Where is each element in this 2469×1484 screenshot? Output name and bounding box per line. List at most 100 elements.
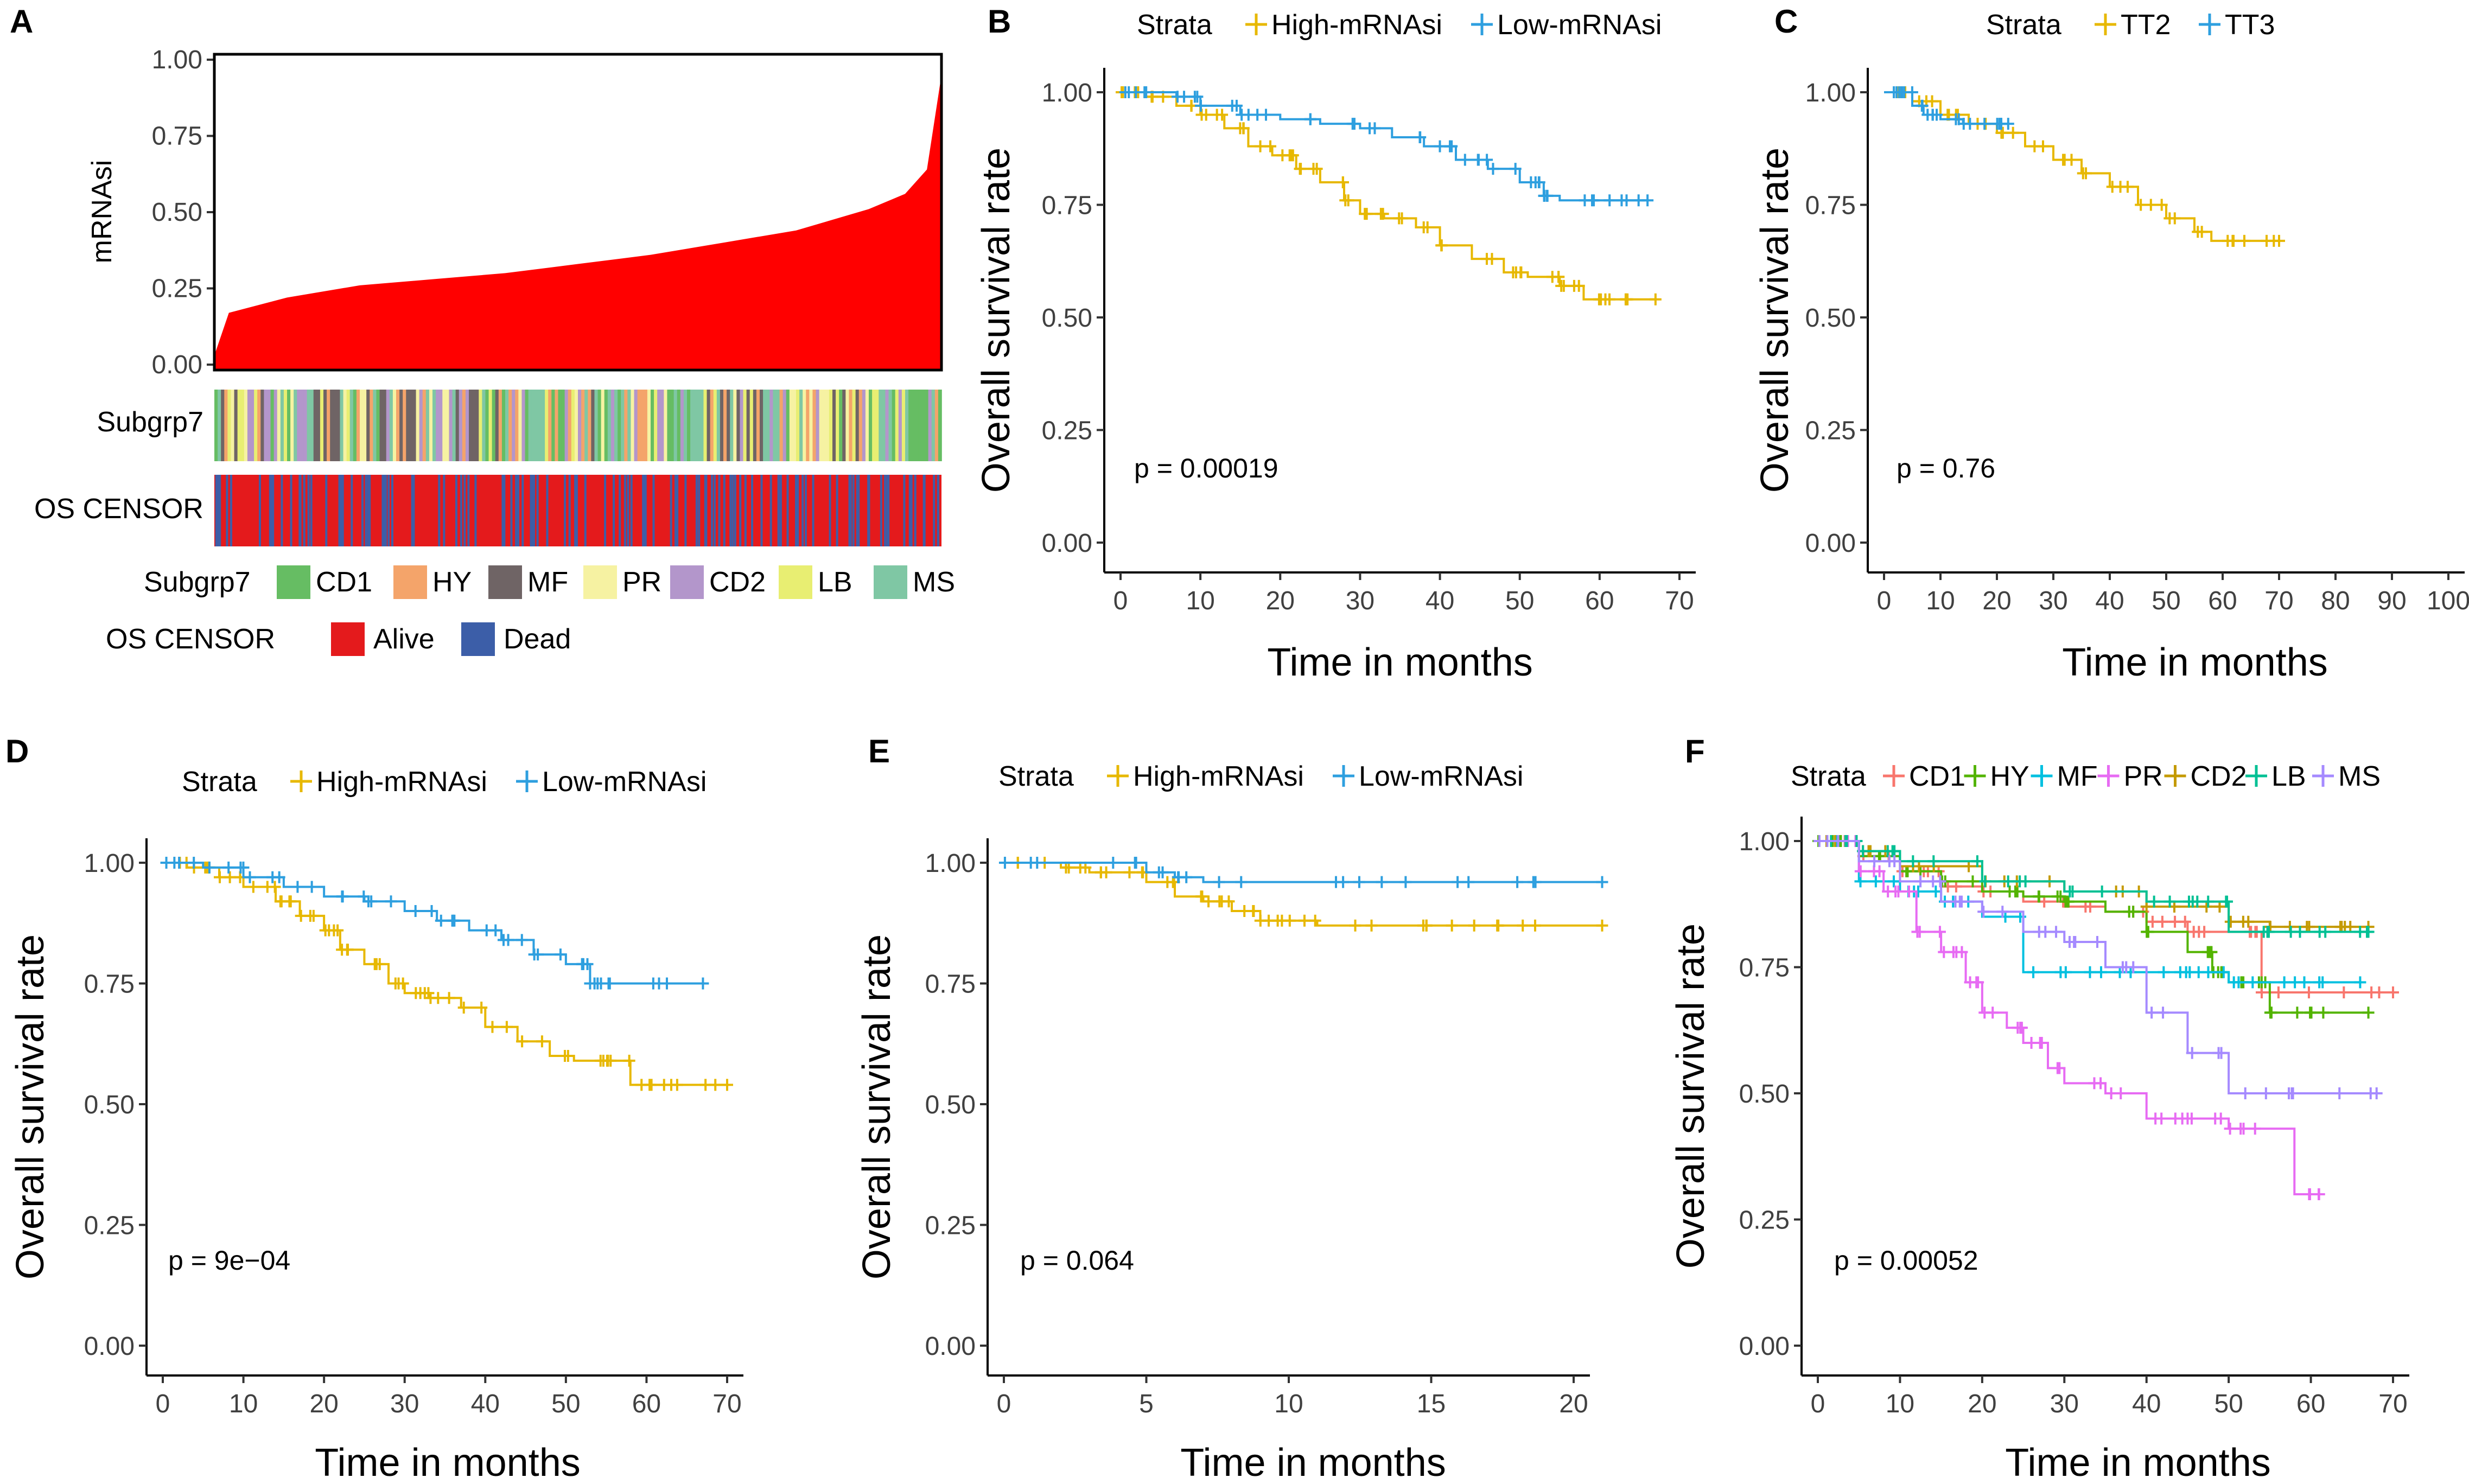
track-stripe	[697, 390, 701, 461]
legend-label: HY	[432, 566, 472, 598]
track-stripe	[884, 475, 887, 546]
censor-mark	[1967, 875, 1979, 888]
censor-mark	[2084, 966, 2096, 978]
track-stripe	[867, 475, 870, 546]
track-stripe	[604, 390, 608, 461]
track-stripe	[865, 390, 869, 461]
track-stripe	[714, 475, 716, 546]
censor-mark	[1596, 919, 1608, 932]
track-stripe	[707, 390, 711, 461]
x-tick-label: 0	[1811, 1390, 1825, 1418]
censor-mark	[1180, 871, 1193, 883]
track-stripe	[411, 475, 413, 546]
censor-mark	[1957, 118, 1970, 130]
censor-mark	[2191, 895, 2204, 908]
censor-mark	[1978, 118, 1991, 130]
track-stripe	[272, 475, 275, 546]
track-stripe	[816, 390, 820, 461]
censor-mark	[1821, 835, 1834, 847]
track-stripe	[215, 475, 218, 546]
legend: Strata CD1 HY MF PR CD2 LB MS	[1791, 761, 2381, 792]
x-tick-label: 90	[2377, 587, 2406, 615]
censor-mark	[1307, 163, 1320, 175]
panel-letter-a: A	[10, 3, 33, 40]
legend-title: Strata	[182, 766, 257, 798]
track-stripe	[806, 390, 810, 461]
censor-mark	[2003, 886, 2016, 897]
y-axis-title: Overall survival rate	[975, 148, 1018, 493]
track-stripe	[744, 475, 747, 546]
track-stripe	[845, 390, 850, 461]
track-stripe	[290, 390, 294, 461]
track-stripe	[240, 390, 245, 461]
track-stripe	[446, 390, 450, 461]
track-stripe	[349, 390, 354, 461]
x-tick-label: 10	[229, 1390, 258, 1418]
track-stripe	[391, 475, 393, 546]
y-tick-label: 1.00	[1042, 79, 1092, 107]
track-stripe	[425, 390, 430, 461]
censor-mark	[1376, 876, 1388, 888]
track-stripe	[729, 475, 732, 546]
censor-mark	[536, 1035, 548, 1048]
track-stripe	[521, 475, 524, 546]
censor-mark	[1869, 875, 1882, 888]
censor-mark	[1487, 163, 1499, 175]
censor-mark	[1421, 221, 1434, 233]
censor-mark	[1107, 857, 1119, 869]
legend-swatch	[331, 622, 365, 656]
censor-mark	[2135, 199, 2147, 211]
track-stripe	[340, 390, 344, 461]
censor-mark	[2237, 1123, 2250, 1135]
track-stripe	[652, 475, 655, 546]
legend-label: High-mRNAsi	[1271, 9, 1442, 41]
panel-b: B 0.00 0.25 0.50 0.75 1.00 0 10 20 30 40 50 60 70 Time…	[975, 3, 1696, 684]
track-stripe	[422, 390, 427, 461]
legend-title: OS CENSOR	[106, 623, 275, 655]
censor-mark	[2039, 926, 2052, 938]
x-tick-label: 60	[1585, 587, 1614, 615]
censor-mark	[1446, 919, 1458, 932]
censor-mark	[2155, 1112, 2168, 1125]
track-stripe	[231, 390, 235, 461]
legend-key	[516, 770, 538, 792]
censor-mark	[203, 861, 215, 874]
censor-mark	[336, 890, 348, 903]
legend-title: Strata	[1137, 9, 1212, 41]
x-axis-title: Time in months	[1180, 1441, 1446, 1484]
track-stripe	[515, 390, 519, 461]
track-stripe	[875, 390, 880, 461]
censor-mark	[516, 934, 528, 946]
panel-letter-d: D	[5, 733, 29, 769]
censor-mark	[2096, 886, 2108, 897]
track-stripe	[731, 475, 734, 546]
legend-label: Low-mRNAsi	[1497, 9, 1662, 41]
track-stripe	[530, 475, 532, 546]
censor-mark	[2237, 915, 2249, 928]
censor-mark	[1195, 890, 1207, 903]
legend-label: CD1	[1909, 761, 1965, 792]
x-tick-label: 70	[2378, 1390, 2407, 1418]
censor-mark	[1434, 140, 1446, 152]
track-stripe	[227, 390, 232, 461]
censor-mark	[2037, 140, 2049, 152]
track-stripe	[901, 390, 906, 461]
censor-mark	[2373, 986, 2385, 998]
legend-swatch	[277, 565, 310, 599]
track-stripe	[789, 390, 793, 461]
censor-mark	[1641, 194, 1654, 207]
censor-mark	[397, 977, 409, 990]
track-stripe	[879, 390, 883, 461]
survival-curve	[1818, 840, 2360, 984]
track-stripe	[794, 475, 797, 546]
censor-mark	[1950, 113, 1962, 125]
track-stripe	[525, 390, 529, 461]
censor-mark	[2238, 234, 2250, 247]
track-stripe	[619, 475, 621, 546]
panel-letter-e: E	[868, 733, 890, 769]
track-stripe	[558, 390, 562, 461]
track-stripe	[777, 475, 780, 546]
track-stripe	[804, 475, 807, 546]
censor-mark	[2106, 181, 2118, 193]
track-stripe	[452, 390, 456, 461]
